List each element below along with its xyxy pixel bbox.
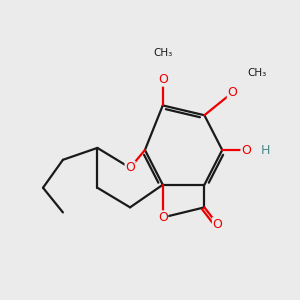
Text: O: O [158,211,168,224]
Text: O: O [241,143,251,157]
Text: H: H [260,143,270,157]
Text: CH₃: CH₃ [248,68,267,78]
Text: O: O [125,161,135,174]
Text: O: O [158,73,168,86]
Text: O: O [212,218,222,231]
Text: CH₃: CH₃ [153,48,172,58]
Text: O: O [227,86,237,99]
